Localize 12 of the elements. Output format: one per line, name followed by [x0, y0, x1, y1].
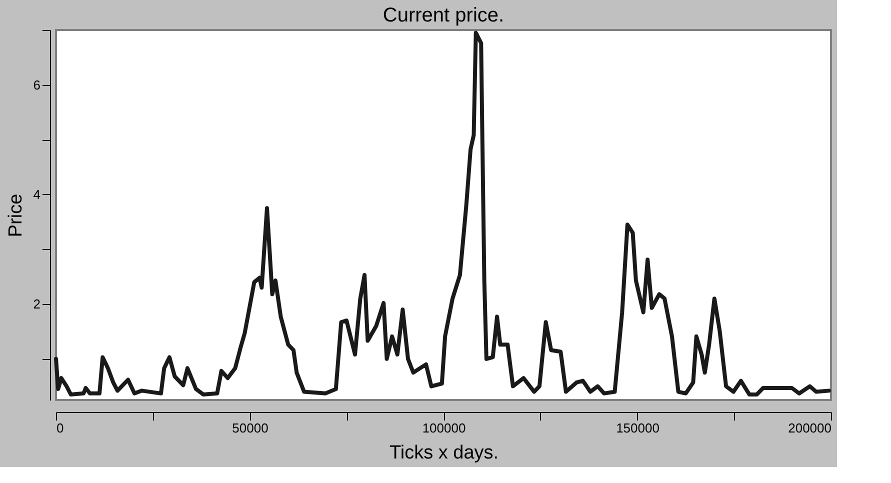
y-tick-label: 2: [33, 296, 40, 312]
x-axis-title: Ticks x days.: [389, 442, 499, 464]
x-tick-label: 150000: [616, 420, 660, 436]
x-tick-label: 200000: [788, 420, 832, 436]
line-series: [54, 30, 831, 397]
chart-title: Current price.: [382, 4, 504, 26]
y-tick-label: 4: [33, 186, 40, 202]
x-tick-label: 50000: [232, 420, 268, 436]
x-tick-label: 0: [56, 420, 64, 436]
y-axis-title: Price: [5, 194, 26, 238]
x-tick-label: 100000: [422, 420, 466, 436]
y-tick-label: 6: [33, 77, 40, 92]
